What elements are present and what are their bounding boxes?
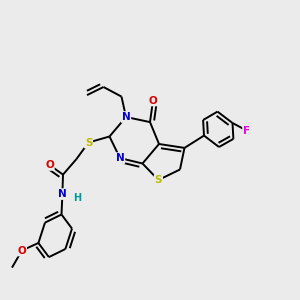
Text: O: O bbox=[45, 160, 54, 170]
Text: S: S bbox=[85, 137, 92, 148]
Text: N: N bbox=[122, 112, 130, 122]
Text: N: N bbox=[58, 189, 67, 199]
Text: N: N bbox=[116, 153, 124, 163]
Text: O: O bbox=[17, 245, 26, 256]
Text: O: O bbox=[148, 95, 158, 106]
Text: F: F bbox=[243, 125, 250, 136]
Text: H: H bbox=[73, 193, 82, 203]
Text: S: S bbox=[155, 175, 162, 185]
